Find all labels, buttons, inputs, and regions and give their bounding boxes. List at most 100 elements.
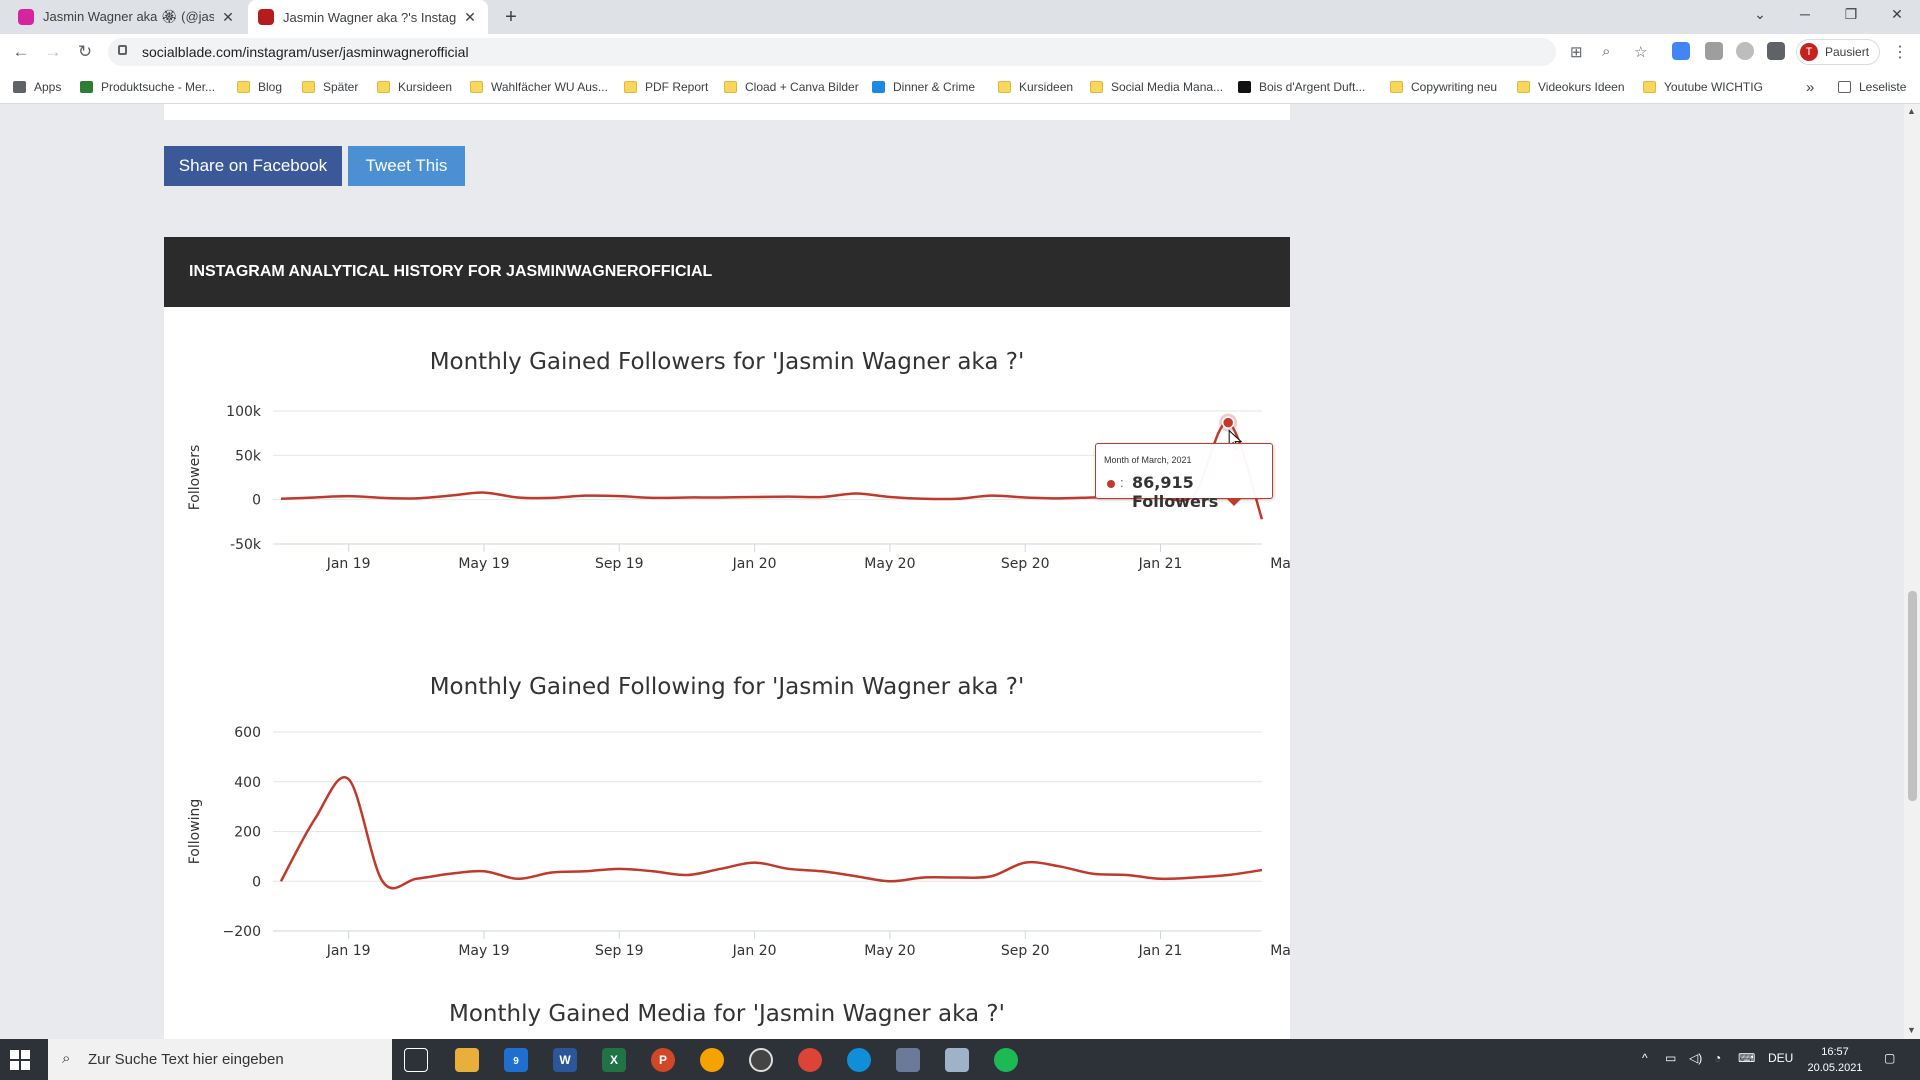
windows-start-icon[interactable]	[10, 1050, 30, 1070]
avatar: T	[1800, 43, 1818, 61]
scroll-up-icon[interactable]: ▲	[1907, 106, 1916, 116]
keyboard-icon[interactable]: ⌨	[1738, 1051, 1756, 1065]
wifi-icon[interactable]: ◔	[1714, 1051, 1722, 1065]
extensions-puzzle-icon[interactable]	[1767, 42, 1785, 60]
chart-tooltip: Month of March, 2021 : 86,915 Followers	[1095, 443, 1273, 511]
translate-icon[interactable]: ⊞	[1570, 44, 1583, 61]
bookmark-item[interactable]: Produktsuche - Mer...	[80, 78, 215, 96]
tab-search-icon[interactable]: ⌄	[1754, 6, 1766, 22]
notifications-icon[interactable]: ▢	[1884, 1051, 1896, 1065]
bookmark-label: Bois d'Argent Duft...	[1259, 80, 1366, 94]
bookmark-item[interactable]: Bois d'Argent Duft...	[1238, 78, 1365, 96]
bookmark-item[interactable]: Videokurs Ideen	[1517, 78, 1625, 96]
bookmark-label: Produktsuche - Mer...	[101, 80, 216, 94]
bookmark-label: Blog	[258, 80, 283, 94]
powerpoint-icon[interactable]: P	[651, 1048, 675, 1072]
obs-icon[interactable]	[749, 1048, 773, 1072]
folder-icon	[1390, 81, 1403, 93]
bookmark-item[interactable]: Copywriting neu	[1390, 78, 1497, 96]
folder-icon	[302, 81, 315, 93]
y-tick-label: 0	[252, 874, 261, 890]
page-icon	[872, 81, 885, 93]
y-tick-label: 200	[234, 825, 261, 841]
bookmark-item[interactable]: Dinner & Crime	[872, 78, 975, 96]
search-icon: ⌕	[62, 1050, 71, 1067]
minimize-icon[interactable]: ─	[1800, 6, 1810, 22]
mail-icon[interactable]: 9	[504, 1048, 528, 1072]
taskbar-search-box[interactable]: ⌕ Zur Suche Text hier eingeben	[48, 1039, 392, 1080]
bookmark-item[interactable]: Später	[302, 78, 358, 96]
iq-extension-icon[interactable]	[1672, 42, 1690, 60]
chrome-icon[interactable]	[798, 1048, 822, 1072]
y-tick-label: -50k	[230, 537, 262, 553]
bookmark-star-icon[interactable]: ☆	[1634, 44, 1648, 61]
extension-icon[interactable]	[1705, 42, 1723, 60]
folder-icon	[1517, 81, 1530, 93]
bookmark-item[interactable]: Cload + Canva Bilder	[724, 78, 859, 96]
bookmark-item[interactable]: Social Media Mana...	[1090, 78, 1223, 96]
reading-list-button[interactable]: Leseliste	[1838, 78, 1906, 96]
excel-icon[interactable]: X	[602, 1048, 626, 1072]
bookmark-apps[interactable]: Apps	[13, 78, 61, 96]
reload-icon[interactable]: ↻	[77, 42, 93, 61]
x-tick-label: May 19	[458, 943, 509, 959]
app-icon[interactable]	[896, 1048, 920, 1072]
task-view-icon[interactable]	[404, 1048, 428, 1072]
folder-icon	[470, 81, 483, 93]
meet-now-icon[interactable]: ▭	[1665, 1051, 1677, 1065]
file-explorer-icon[interactable]	[455, 1048, 479, 1072]
forward-icon[interactable]: →	[44, 42, 62, 61]
taskbar-search-placeholder: Zur Suche Text hier eingeben	[88, 1051, 284, 1068]
bookmark-item[interactable]: Youtube WICHTIG	[1643, 78, 1763, 96]
bookmark-item[interactable]: Blog	[237, 78, 282, 96]
tab-instagram-profile[interactable]: Jasmin Wagner aka 🏵 (@jasmin ✕	[8, 0, 246, 34]
volume-icon[interactable]: ◁)	[1689, 1051, 1703, 1065]
new-tab-icon[interactable]: +	[505, 6, 517, 28]
bookmark-label: Cload + Canva Bilder	[745, 80, 859, 94]
close-window-icon[interactable]: ✕	[1891, 6, 1903, 22]
bookmark-label: Später	[323, 80, 359, 94]
bookmark-item[interactable]: Kursideen	[998, 78, 1073, 96]
page-scrollbar[interactable]: ▲ ▼	[1904, 104, 1920, 1039]
spotify-icon[interactable]	[994, 1048, 1018, 1072]
bookmark-item[interactable]: PDF Report	[624, 78, 708, 96]
adblock-extension-icon[interactable]	[1736, 42, 1754, 60]
share-on-facebook-button[interactable]: Share on Facebook	[164, 146, 342, 186]
x-tick-label: Jan 19	[326, 556, 371, 572]
language-indicator[interactable]: DEU	[1768, 1051, 1794, 1065]
folder-icon	[237, 81, 250, 93]
notepad-icon[interactable]	[945, 1048, 969, 1072]
zoom-icon[interactable]: ⌕	[1602, 43, 1611, 60]
edge-icon[interactable]	[847, 1048, 871, 1072]
more-bookmarks-button[interactable]: »	[1806, 78, 1815, 96]
tray-chevron-icon[interactable]: ^	[1642, 1051, 1648, 1065]
back-icon[interactable]: ←	[12, 42, 30, 61]
bookmark-item[interactable]: Wahlfächer WU Aus...	[470, 78, 608, 96]
scroll-down-icon[interactable]: ▼	[1907, 1025, 1916, 1035]
tab-socialblade[interactable]: Jasmin Wagner aka ?'s Instagram ✕	[248, 0, 488, 34]
app-icon[interactable]	[700, 1048, 724, 1072]
followers-chart-title: Monthly Gained Followers for 'Jasmin Wag…	[429, 349, 1025, 375]
chrome-menu-icon[interactable]: ⋮	[1892, 44, 1908, 61]
address-bar[interactable]: socialblade.com/instagram/user/jasminwag…	[108, 38, 1647, 66]
panel-title: INSTAGRAM ANALYTICAL HISTORY FOR JASMINW…	[189, 263, 713, 280]
word-icon[interactable]: W	[553, 1048, 577, 1072]
tweet-this-button[interactable]: Tweet This	[348, 146, 465, 186]
restore-icon[interactable]: ❐	[1844, 6, 1858, 22]
x-tick-label: Jan 21	[1138, 556, 1183, 572]
taskbar-clock[interactable]: 16:57 20.05.2021	[1800, 1044, 1870, 1076]
y-tick-label: 50k	[235, 448, 262, 464]
profile-button[interactable]: T Pausiert	[1796, 39, 1880, 65]
y-tick-label: 400	[234, 775, 261, 791]
scrollbar-thumb[interactable]	[1908, 591, 1917, 801]
url-text: socialblade.com/instagram/user/jasminwag…	[142, 44, 469, 60]
x-tick-label: Jan 21	[1138, 943, 1183, 959]
bookmark-item[interactable]: Kursideen	[377, 78, 452, 96]
y-tick-label: 100k	[226, 404, 262, 420]
close-tab-icon[interactable]: ✕	[464, 8, 476, 25]
close-tab-icon[interactable]: ✕	[222, 8, 234, 25]
folder-icon	[624, 81, 637, 93]
followers-chart: 100k 50k 0 -50k Jan 19 May 19 Sep 19 Jan 20 May …	[187, 404, 1290, 572]
clock-date: 20.05.2021	[1807, 1062, 1863, 1074]
profile-status: Pausiert	[1825, 45, 1870, 59]
